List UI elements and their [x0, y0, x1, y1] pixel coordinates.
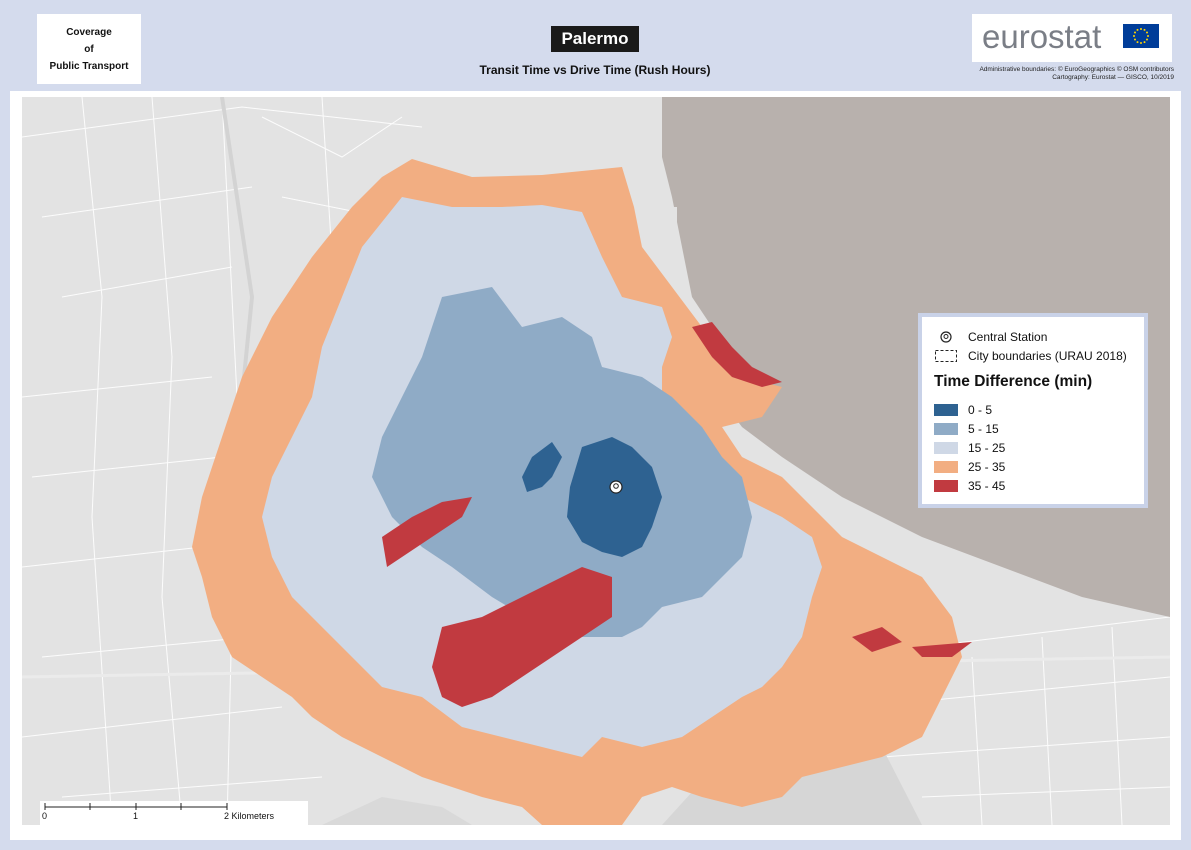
scale-label-2: 2 Kilometers [224, 811, 275, 821]
map-frame: Central Station City boundaries (URAU 20… [10, 91, 1181, 840]
legend-swatch-0 [934, 404, 958, 416]
legend-class-label-0: 0 - 5 [968, 403, 993, 417]
eurostat-logo: eurostat [972, 14, 1172, 62]
coverage-line-3: Public Transport [49, 60, 129, 72]
legend-class-0: 0 - 5 [934, 402, 992, 418]
map-credits: Administrative boundaries: © EuroGeograp… [972, 66, 1174, 82]
legend-swatch-2 [934, 442, 958, 454]
station-legend-icon [934, 329, 958, 345]
logo-text: eurostat [982, 18, 1102, 55]
credits-line-1: Administrative boundaries: © EuroGeograp… [979, 66, 1174, 73]
zone-35-45-c [692, 322, 782, 387]
legend-class-1: 5 - 15 [934, 421, 999, 437]
city-title: Palermo [551, 26, 639, 52]
legend-city-boundaries: City boundaries (URAU 2018) [934, 348, 1127, 364]
zone-5-15 [372, 287, 752, 637]
zone-35-45-e [912, 642, 972, 657]
scale-bar: 0 1 2 Kilometers [40, 801, 308, 825]
zone-35-45-a [432, 567, 612, 707]
zone-35-45-d [852, 627, 902, 652]
legend-central-station-label: Central Station [968, 330, 1048, 344]
zone-35-45-b [382, 497, 472, 567]
legend-class-label-1: 5 - 15 [968, 422, 999, 436]
legend-class-label-2: 15 - 25 [968, 441, 1006, 455]
map-canvas[interactable]: Central Station City boundaries (URAU 20… [22, 97, 1170, 825]
legend-city-boundaries-label: City boundaries (URAU 2018) [968, 349, 1127, 363]
scale-label-0: 0 [42, 811, 48, 821]
scale-label-1: 1 [133, 811, 139, 821]
zone-0-5-b [522, 442, 562, 492]
legend-class-2: 15 - 25 [934, 440, 1005, 456]
boundary-legend-icon [934, 348, 958, 364]
legend-central-station: Central Station [934, 329, 1047, 345]
relief-shading-2 [322, 797, 472, 825]
legend-class-label-3: 25 - 35 [968, 460, 1006, 474]
map-subtitle: Transit Time vs Drive Time (Rush Hours) [479, 63, 711, 77]
legend-swatch-3 [934, 461, 958, 473]
credits-line-2: Cartography: Eurostat — GISCO, 10/2019 [1052, 74, 1174, 81]
zone-0-5 [567, 437, 662, 557]
coverage-label: Coverage of Public Transport [37, 14, 141, 84]
map-header: Coverage of Public Transport Palermo Tra… [10, 8, 1181, 86]
legend-class-4: 35 - 45 [934, 478, 1005, 494]
central-station-icon [609, 480, 623, 494]
legend-panel: Central Station City boundaries (URAU 20… [922, 317, 1144, 504]
legend-swatch-4 [934, 480, 958, 492]
legend-swatch-1 [934, 423, 958, 435]
legend-title: Time Difference (min) [934, 373, 1093, 390]
coverage-line-1: Coverage [66, 26, 112, 38]
legend-class-label-4: 35 - 45 [968, 479, 1006, 493]
legend-class-3: 25 - 35 [934, 459, 1005, 475]
eu-flag-icon [1123, 24, 1159, 48]
map-legend: Central Station City boundaries (URAU 20… [918, 313, 1148, 508]
coverage-line-2: of [84, 43, 94, 55]
